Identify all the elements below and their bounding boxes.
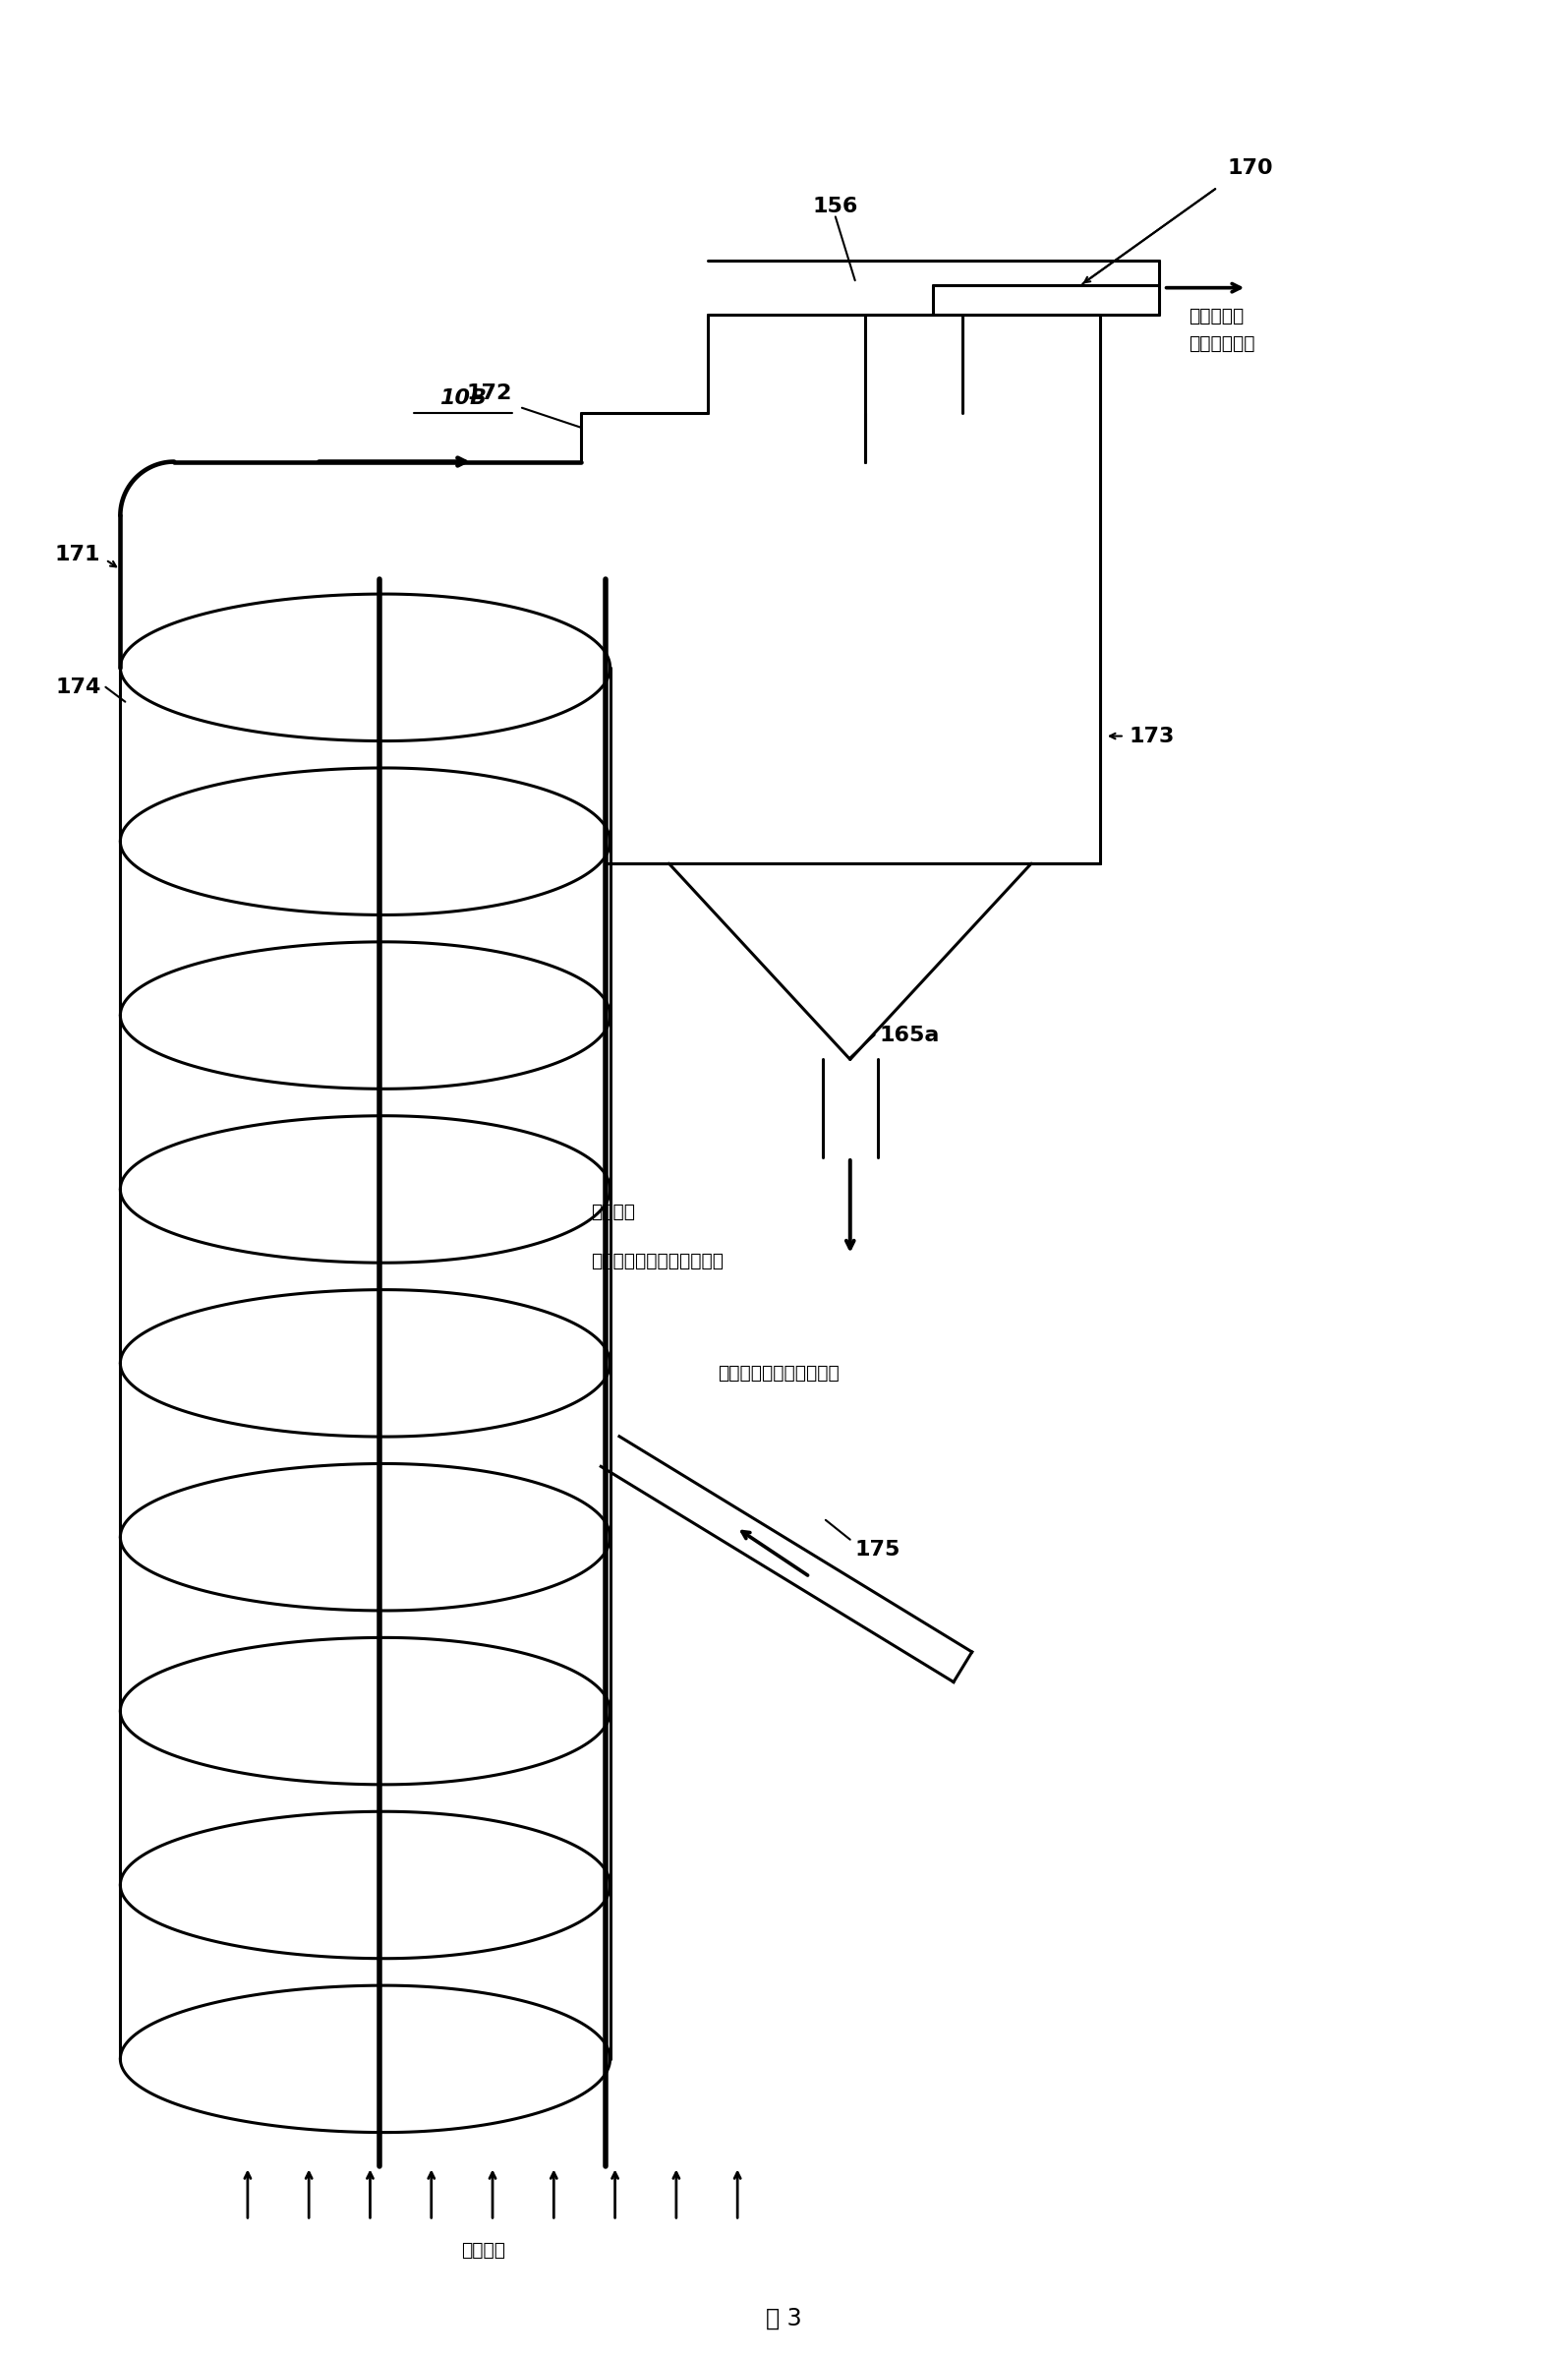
Text: ・水泥原料（含有机物）: ・水泥原料（含有机物）: [718, 1365, 839, 1381]
Text: 图 3: 图 3: [765, 2308, 801, 2331]
Text: 173: 173: [1129, 726, 1174, 745]
Text: 156: 156: [812, 198, 858, 217]
Text: 175: 175: [855, 1539, 900, 1560]
Text: 至预热器: 至预热器: [591, 1202, 635, 1221]
Text: 165a: 165a: [880, 1025, 939, 1044]
Text: 水泥原料（除去了有机物）: 水泥原料（除去了有机物）: [591, 1252, 723, 1270]
Text: 171: 171: [55, 544, 100, 566]
Text: 10B: 10B: [439, 389, 486, 408]
Text: 热处理气体
（含有机物）: 热处理气体 （含有机物）: [1189, 306, 1254, 354]
Text: 热源气体: 热源气体: [461, 2242, 505, 2260]
Text: 170: 170: [1228, 158, 1273, 177]
Text: 174: 174: [55, 676, 100, 698]
Text: 172: 172: [467, 384, 513, 403]
